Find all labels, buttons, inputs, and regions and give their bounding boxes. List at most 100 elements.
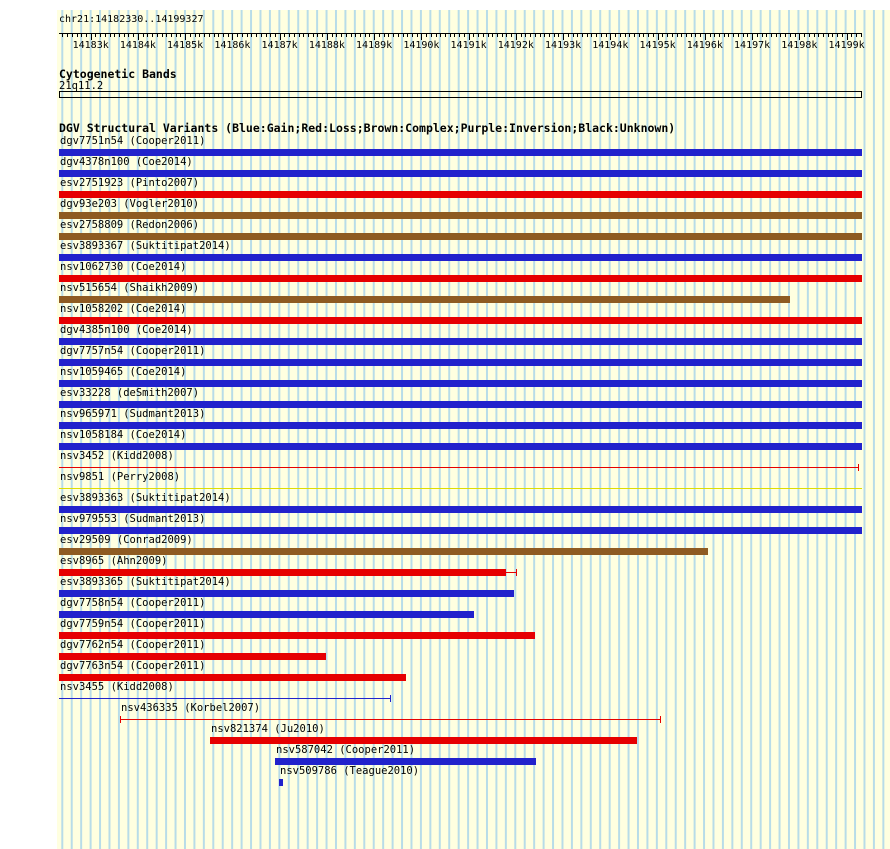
ruler-tick [515, 34, 517, 40]
ruler-tick-label: 14192k [497, 40, 534, 51]
variant-label: esv8965 (Ahn2009) [60, 555, 168, 567]
ruler-tick [293, 34, 295, 37]
ruler-tick [222, 34, 224, 37]
variant-line[interactable] [59, 698, 390, 699]
variant-label: dgv7759n54 (Cooper2011) [60, 618, 206, 630]
ruler-tick [62, 34, 64, 37]
ruler-tick [747, 34, 749, 37]
variant-line[interactable] [59, 488, 862, 489]
variant-label: nsv821374 (Ju2010) [211, 723, 325, 735]
variant-bar[interactable] [59, 653, 326, 660]
ruler-tick-label: 14191k [450, 40, 487, 51]
ruler-tick [487, 34, 489, 37]
ruler-tick [274, 34, 276, 37]
variant-row: nsv3455 (Kidd2008) [0, 681, 890, 702]
variant-end-tick [390, 695, 391, 702]
variant-bar[interactable] [210, 737, 637, 744]
ruler-tick [737, 34, 739, 37]
ruler-tick [591, 34, 593, 37]
ruler-tick [180, 34, 182, 37]
ruler-tick [846, 34, 848, 40]
ruler-tick [662, 34, 664, 37]
variant-bar[interactable] [59, 296, 790, 303]
variant-bar[interactable] [59, 527, 862, 534]
variant-bar[interactable] [59, 149, 862, 156]
ruler-tick [81, 34, 83, 37]
variant-bar[interactable] [59, 443, 862, 450]
variant-bar[interactable] [59, 506, 862, 513]
ruler-tick-label: 14186k [214, 40, 251, 51]
variant-bar[interactable] [59, 275, 862, 282]
variant-bar[interactable] [59, 674, 406, 681]
ruler-tick [841, 34, 843, 37]
variant-label: dgv7758n54 (Cooper2011) [60, 597, 206, 609]
variant-bar[interactable] [59, 611, 474, 618]
variant-label: dgv7763n54 (Cooper2011) [60, 660, 206, 672]
variant-label: dgv7751n54 (Cooper2011) [60, 135, 206, 147]
ruler-tick [218, 34, 220, 37]
variant-row: nsv821374 (Ju2010) [0, 723, 890, 744]
ruler-tick-label: 14190k [403, 40, 440, 51]
ruler-tick [789, 34, 791, 37]
variant-row: esv3893363 (Suktitipat2014) [0, 492, 890, 513]
ruler-tick [860, 34, 862, 37]
ruler-tick [397, 34, 399, 37]
ruler-tick [818, 34, 820, 37]
ruler-tick [723, 34, 725, 37]
variant-line[interactable] [59, 467, 858, 468]
variant-bar[interactable] [59, 590, 514, 597]
ruler-tick [189, 34, 191, 37]
variant-bar[interactable] [275, 758, 536, 765]
ruler-tick [411, 34, 413, 37]
ruler-tick [832, 34, 834, 37]
ruler-tick [85, 34, 87, 37]
variant-bar[interactable] [59, 422, 862, 429]
ruler-tick [667, 34, 668, 37]
ruler-tick [586, 34, 588, 37]
variant-row: dgv4385n100 (Coe2014) [0, 324, 890, 345]
ruler-tick [166, 34, 168, 37]
variant-row: dgv7763n54 (Cooper2011) [0, 660, 890, 681]
variant-row: nsv587042 (Cooper2011) [0, 744, 890, 765]
ruler-tick [714, 34, 716, 37]
ruler-tick [563, 34, 565, 40]
ruler-tick [558, 34, 560, 37]
variant-bar[interactable] [59, 254, 862, 261]
variant-row: esv29509 (Conrad2009) [0, 534, 890, 555]
variant-bar[interactable] [59, 317, 862, 324]
ruler-tick [345, 34, 347, 37]
ruler-tick-label: 14196k [686, 40, 723, 51]
variant-bar[interactable] [59, 233, 862, 240]
variant-line[interactable] [120, 719, 660, 720]
variant-row: nsv9851 (Perry2008) [0, 471, 890, 492]
variant-row: esv3893365 (Suktitipat2014) [0, 576, 890, 597]
variant-label: esv3893367 (Suktitipat2014) [60, 240, 231, 252]
ruler-tick [213, 34, 215, 37]
ruler-tick [572, 34, 574, 37]
ruler-tick [553, 34, 555, 37]
variant-bar[interactable] [279, 779, 283, 786]
variant-bar[interactable] [59, 632, 535, 639]
variant-bar[interactable] [59, 569, 506, 576]
variant-bar[interactable] [59, 170, 862, 177]
ruler-tick [473, 34, 475, 37]
variant-row: dgv7762n54 (Cooper2011) [0, 639, 890, 660]
variant-label: nsv436335 (Korbel2007) [121, 702, 261, 714]
ruler-tick [435, 34, 437, 37]
ruler-tick [582, 34, 583, 37]
ruler-tick-label: 14195k [639, 40, 676, 51]
variant-label: esv29509 (Conrad2009) [60, 534, 193, 546]
ruler-tick [440, 34, 442, 37]
variant-bar[interactable] [59, 359, 862, 366]
variant-bar[interactable] [59, 548, 708, 555]
variant-bar[interactable] [59, 212, 862, 219]
variant-label: esv2751923 (Pinto2007) [60, 177, 200, 189]
variant-bar[interactable] [59, 191, 862, 198]
ruler-tick [289, 34, 291, 37]
ruler-tick [525, 34, 527, 37]
variant-row: nsv515654 (Shaikh2009) [0, 282, 890, 303]
variant-bar[interactable] [59, 380, 862, 387]
ruler-tick [681, 34, 683, 37]
variant-bar[interactable] [59, 401, 862, 408]
variant-bar[interactable] [59, 338, 862, 345]
